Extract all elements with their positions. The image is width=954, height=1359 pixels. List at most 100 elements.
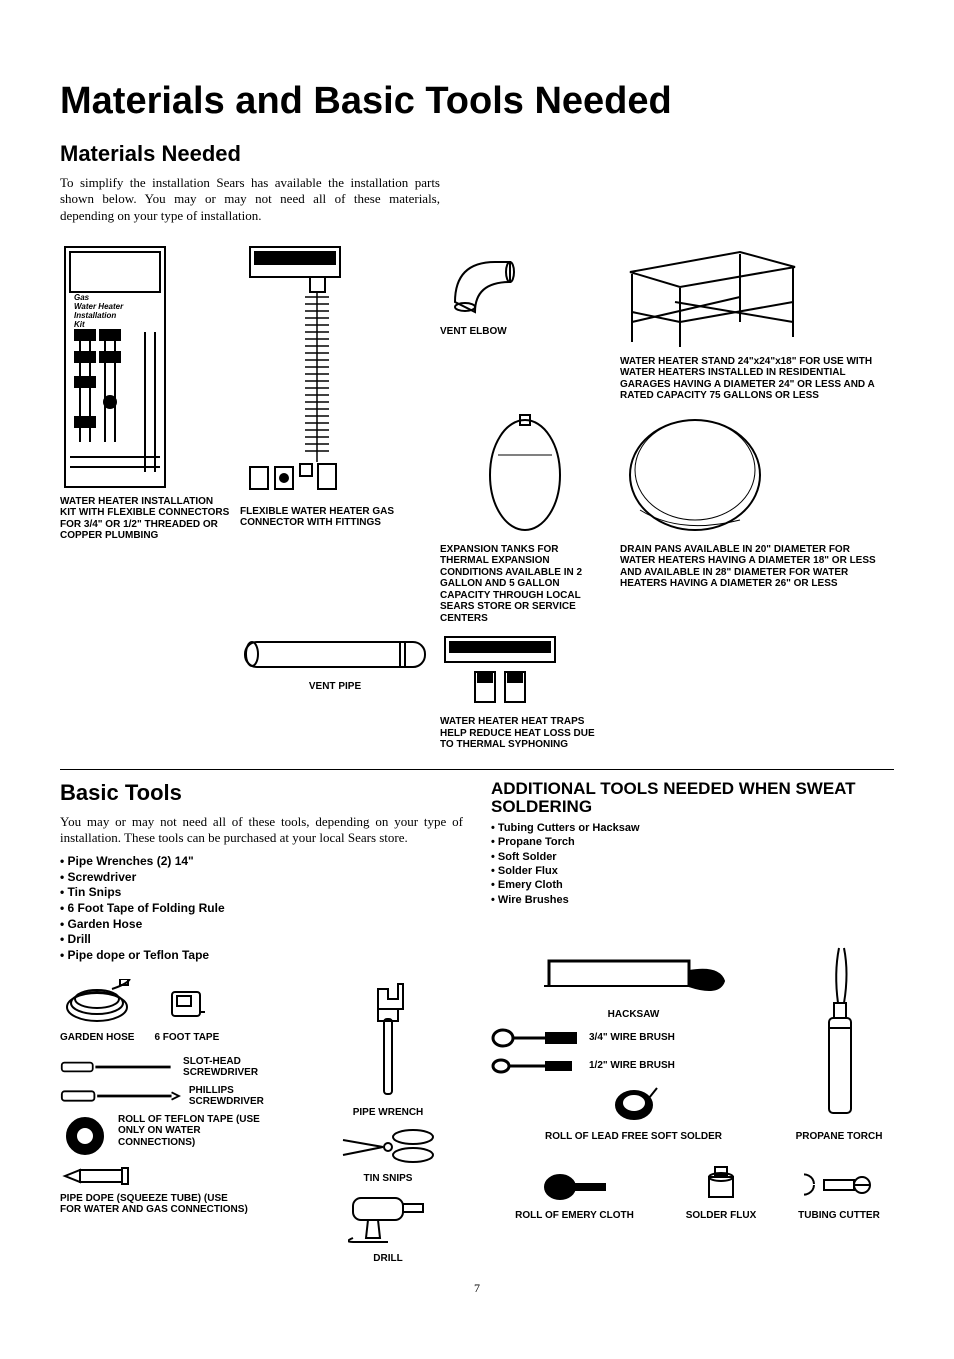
basic-tools-list: Pipe Wrenches (2) 14" Screwdriver Tin Sn… [60, 854, 463, 963]
heat-traps-caption: WATER HEATER HEAT TRAPS HELP REDUCE HEAT… [440, 716, 610, 751]
list-item: Pipe Wrenches (2) 14" [60, 854, 463, 870]
materials-intro: To simplify the installation Sears has a… [60, 175, 440, 224]
drill-icon [348, 1190, 428, 1245]
stand-figure [620, 242, 800, 352]
pipe-wrench-label: PIPE WRENCH [353, 1107, 424, 1119]
list-item: Propane Torch [491, 835, 894, 849]
list-item: Tin Snips [60, 885, 463, 901]
flex-connector-caption: FLEXIBLE WATER HEATER GAS CONNECTOR WITH… [240, 506, 430, 529]
vent-pipe-figure [240, 632, 430, 677]
tape-measure-icon [167, 984, 207, 1024]
pipe-dope-label: PIPE DOPE (SQUEEZE TUBE) (USE FOR WATER … [60, 1193, 250, 1216]
tin-snips-label: TIN SNIPS [364, 1173, 413, 1185]
tin-snips-icon [338, 1125, 438, 1165]
drill-label: DRILL [373, 1253, 402, 1265]
wire-brush-icon [491, 1055, 581, 1077]
tape-label: 6 FOOT TAPE [154, 1032, 219, 1044]
expansion-tanks-figure [480, 410, 570, 540]
teflon-tape-icon [60, 1114, 110, 1159]
soldering-section: ADDITIONAL TOOLS NEEDED WHEN SWEAT SOLDE… [491, 780, 894, 1271]
section-divider [60, 769, 894, 770]
drain-pans-figure [620, 410, 770, 540]
garden-hose-icon [62, 979, 132, 1024]
propane-torch-item: PROPANE TORCH [784, 943, 894, 1143]
vent-elbow-cell: VENT ELBOW [440, 242, 610, 402]
basic-tools-intro: You may or may not need all of these too… [60, 814, 463, 847]
screwdriver-icon [60, 1058, 175, 1076]
garden-hose-item: GARDEN HOSE [60, 979, 134, 1044]
vent-pipe-caption: VENT PIPE [309, 681, 361, 693]
pipe-wrench-item: PIPE WRENCH [313, 979, 463, 1119]
svg-text:Water Heater: Water Heater [74, 302, 124, 311]
propane-torch-icon [814, 943, 864, 1123]
list-item: Wire Brushes [491, 893, 894, 907]
emery-cloth-item: ROLL OF EMERY CLOTH [491, 1172, 658, 1222]
list-item: Screwdriver [60, 870, 463, 886]
teflon-tape-item: ROLL OF TEFLON TAPE (USE ONLY ON WATER C… [60, 1114, 303, 1159]
solder-roll-icon [609, 1083, 659, 1123]
list-item: Emery Cloth [491, 878, 894, 892]
drain-pans-caption: DRAIN PANS AVAILABLE IN 20" DIAMETER FOR… [620, 544, 880, 590]
basic-tools-heading: Basic Tools [60, 780, 463, 806]
wire-brush-34-item: 3/4" WIRE BRUSH [491, 1027, 776, 1049]
slot-screwdriver-item: SLOT-HEAD SCREWDRIVER [60, 1056, 303, 1079]
soldering-heading: ADDITIONAL TOOLS NEEDED WHEN SWEAT SOLDE… [491, 780, 894, 817]
hacksaw-icon [539, 951, 729, 1001]
tubing-cutter-icon [804, 1167, 874, 1202]
tubing-cutter-label: TUBING CUTTER [798, 1210, 880, 1222]
pipe-wrench-icon [368, 979, 408, 1099]
solder-flux-label: SOLDER FLUX [686, 1210, 757, 1222]
list-item: Drill [60, 932, 463, 948]
svg-text:Gas: Gas [74, 293, 90, 302]
heat-traps-figure [440, 632, 560, 712]
wire-brush-34-label: 3/4" WIRE BRUSH [589, 1032, 675, 1044]
basic-tools-section: Basic Tools You may or may not need all … [60, 780, 463, 1271]
list-item: Tubing Cutters or Hacksaw [491, 821, 894, 835]
expansion-tanks-cell: EXPANSION TANKS FOR THERMAL EXPANSION CO… [440, 410, 610, 625]
install-kit-figure: Gas Water Heater Installation Kit [60, 242, 170, 492]
solder-flux-item: SOLDER FLUX [666, 1162, 776, 1222]
hacksaw-label: HACKSAW [608, 1009, 660, 1021]
vent-elbow-caption: VENT ELBOW [440, 326, 507, 338]
tape-item: 6 FOOT TAPE [154, 984, 219, 1044]
pipe-dope-icon [60, 1165, 130, 1187]
stand-cell: WATER HEATER STAND 24"x24"x18" FOR USE W… [620, 242, 880, 402]
install-kit-cell: Gas Water Heater Installation Kit WATER … [60, 242, 230, 625]
emery-roll-icon [540, 1172, 610, 1202]
list-item: Garden Hose [60, 917, 463, 933]
list-item: Pipe dope or Teflon Tape [60, 948, 463, 964]
stand-caption: WATER HEATER STAND 24"x24"x18" FOR USE W… [620, 356, 880, 402]
hacksaw-item: HACKSAW [491, 951, 776, 1021]
phillips-screwdriver-item: PHILLIPS SCREWDRIVER [60, 1085, 303, 1108]
drill-item: DRILL [313, 1190, 463, 1265]
pipe-dope-item [60, 1165, 303, 1187]
list-item: Soft Solder [491, 850, 894, 864]
materials-heading: Materials Needed [60, 141, 894, 167]
wire-brush-icon [491, 1027, 581, 1049]
soft-solder-label: ROLL OF LEAD FREE SOFT SOLDER [545, 1131, 722, 1143]
flex-connector-figure [240, 242, 350, 502]
tubing-cutter-item: TUBING CUTTER [784, 1167, 894, 1222]
soft-solder-item: ROLL OF LEAD FREE SOFT SOLDER [491, 1083, 776, 1143]
wire-brush-12-item: 1/2" WIRE BRUSH [491, 1055, 776, 1077]
page-number: 7 [60, 1281, 894, 1296]
propane-torch-label: PROPANE TORCH [796, 1131, 883, 1143]
flex-connector-cell: FLEXIBLE WATER HEATER GAS CONNECTOR WITH… [240, 242, 430, 625]
vent-pipe-cell: VENT PIPE [240, 632, 430, 751]
phillips-screwdriver-label: PHILLIPS SCREWDRIVER [189, 1085, 303, 1108]
materials-grid: Gas Water Heater Installation Kit WATER … [60, 242, 894, 751]
solder-flux-icon [701, 1162, 741, 1202]
list-item: 6 Foot Tape of Folding Rule [60, 901, 463, 917]
vent-elbow-figure [440, 242, 520, 322]
teflon-tape-label: ROLL OF TEFLON TAPE (USE ONLY ON WATER C… [118, 1114, 268, 1149]
screwdriver-icon [60, 1087, 181, 1105]
tin-snips-item: TIN SNIPS [313, 1125, 463, 1185]
wire-brush-12-label: 1/2" WIRE BRUSH [589, 1060, 675, 1072]
list-item: Solder Flux [491, 864, 894, 878]
svg-text:Kit: Kit [74, 320, 85, 329]
install-kit-caption: WATER HEATER INSTALLATION KIT WITH FLEXI… [60, 496, 230, 542]
garden-hose-label: GARDEN HOSE [60, 1032, 134, 1044]
expansion-tanks-caption: EXPANSION TANKS FOR THERMAL EXPANSION CO… [440, 544, 590, 625]
svg-text:Installation: Installation [74, 311, 116, 320]
page-title: Materials and Basic Tools Needed [60, 80, 894, 123]
